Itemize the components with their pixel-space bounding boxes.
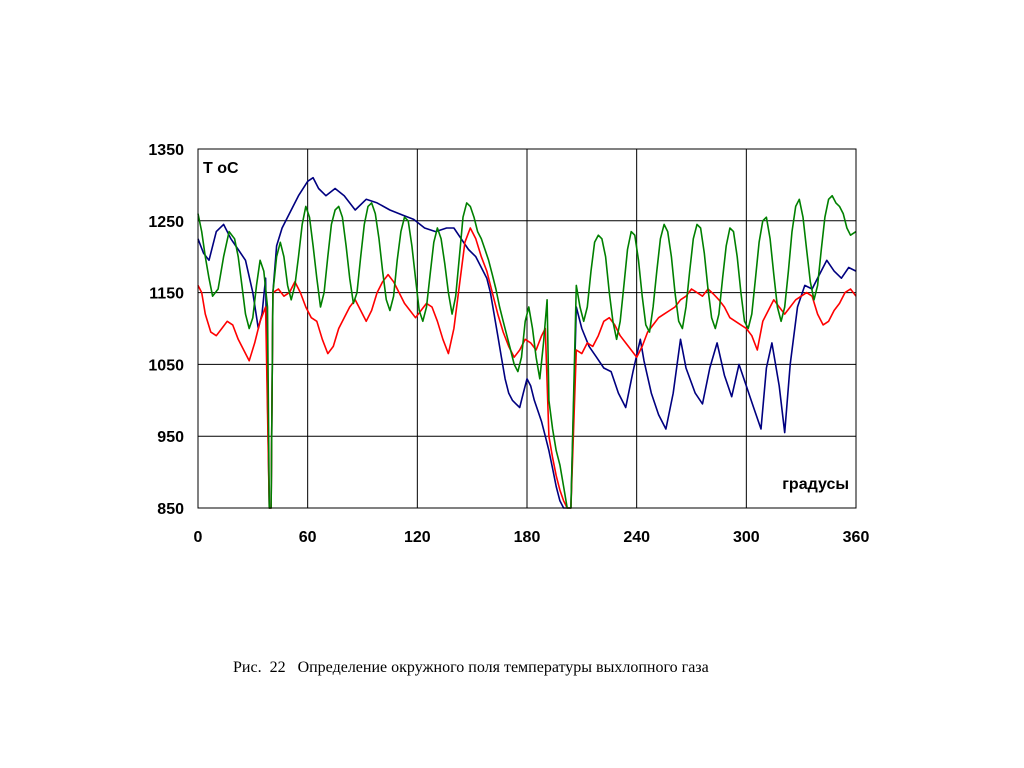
x-tick-label: 60 bbox=[299, 529, 317, 546]
x-tick-label: 240 bbox=[623, 529, 650, 546]
series-layer bbox=[197, 176, 857, 509]
y-axis-label: T оС bbox=[203, 160, 239, 177]
y-tick-label: 1350 bbox=[148, 142, 184, 159]
y-tick-label: 850 bbox=[157, 501, 184, 518]
tick-labels: 0 60 120 180 240 300 360 850 950 1050 1150 1250 1350 bbox=[148, 142, 869, 546]
series-line-2 bbox=[197, 227, 857, 509]
series-line-1 bbox=[197, 176, 857, 509]
y-tick-label: 950 bbox=[157, 429, 184, 446]
x-tick-label: 120 bbox=[404, 529, 431, 546]
x-tick-label: 180 bbox=[514, 529, 541, 546]
y-tick-label: 1150 bbox=[149, 286, 184, 303]
plot-frame bbox=[197, 148, 857, 509]
x-tick-label: 300 bbox=[733, 529, 760, 546]
x-axis-label: градусы bbox=[782, 476, 849, 493]
x-tick-label: 0 bbox=[194, 529, 203, 546]
grid bbox=[198, 149, 856, 508]
series-line-3 bbox=[197, 194, 857, 509]
y-tick-label: 1250 bbox=[148, 214, 184, 231]
figure-caption: Рис. 22 Определение окружного поля темпе… bbox=[233, 659, 709, 676]
x-tick-label: 360 bbox=[843, 529, 870, 546]
y-tick-label: 1050 bbox=[148, 357, 184, 374]
